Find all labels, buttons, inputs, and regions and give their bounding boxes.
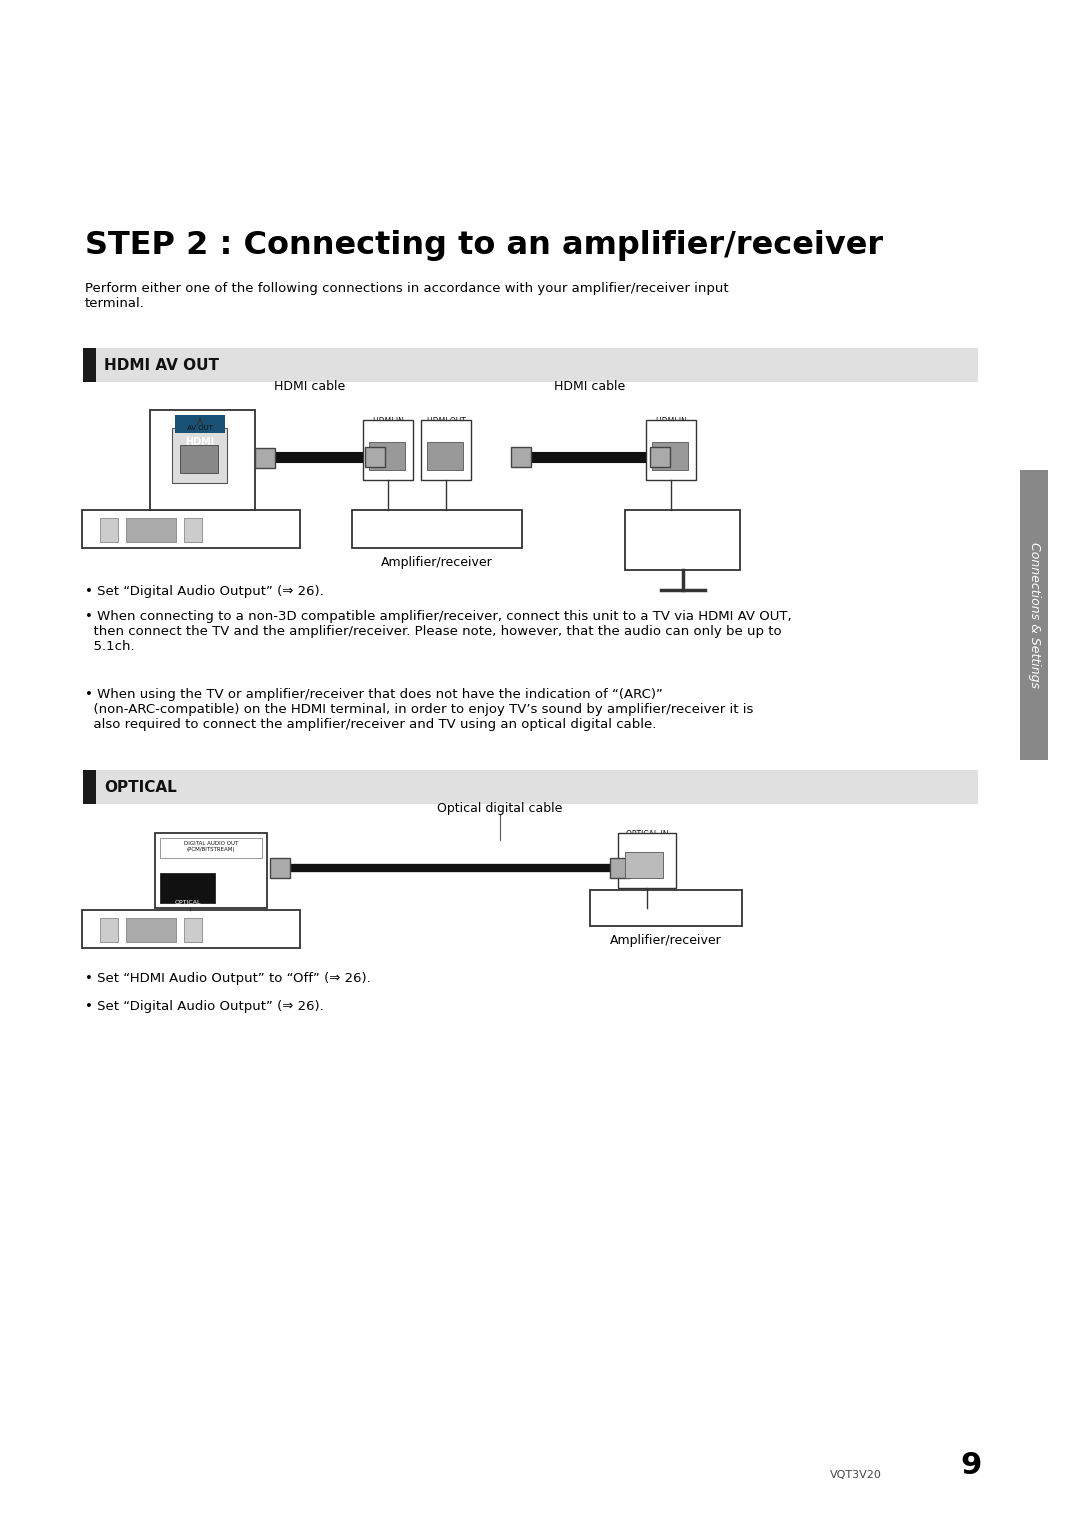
Text: AV OUT: AV OUT [187, 426, 213, 430]
Bar [82, 909, 300, 948]
Text: HDMI OUT
(ARC): HDMI OUT (ARC) [427, 417, 465, 436]
Bar [126, 919, 176, 942]
Bar [83, 348, 96, 382]
Text: HDMI cable: HDMI cable [274, 380, 346, 394]
Bar [363, 420, 413, 481]
Text: STEP 2 : Connecting to an amplifier/receiver: STEP 2 : Connecting to an amplifier/rece… [85, 230, 883, 261]
Text: Amplifier/receiver: Amplifier/receiver [610, 934, 721, 948]
Bar [160, 838, 262, 858]
Bar [172, 427, 227, 484]
Text: OPTICAL IN: OPTICAL IN [625, 830, 669, 839]
Bar [83, 771, 978, 804]
Bar [82, 510, 300, 548]
Bar [156, 833, 267, 908]
Bar [150, 410, 255, 510]
Bar [625, 510, 740, 571]
Bar [652, 443, 688, 470]
Bar [100, 517, 118, 542]
Text: HDMI: HDMI [186, 436, 215, 447]
Bar [270, 858, 291, 877]
Text: HDMI IN: HDMI IN [373, 417, 404, 426]
Bar [365, 447, 384, 467]
Text: • Set “HDMI Audio Output” to “Off” (⇒ 26).: • Set “HDMI Audio Output” to “Off” (⇒ 26… [85, 972, 370, 984]
Bar [184, 517, 202, 542]
Bar [352, 510, 522, 548]
Text: DIGITAL AUDIO OUT
(PCM/BITSTREAM): DIGITAL AUDIO OUT (PCM/BITSTREAM) [184, 841, 238, 852]
Bar [421, 420, 471, 481]
Bar [175, 415, 225, 433]
Text: HDMI cable: HDMI cable [554, 380, 625, 394]
Bar [1020, 470, 1048, 760]
Text: Perform either one of the following connections in accordance with your amplifie: Perform either one of the following conn… [85, 282, 729, 310]
Bar [184, 919, 202, 942]
Bar [83, 348, 978, 382]
Bar [126, 517, 176, 542]
Bar [369, 443, 405, 470]
Text: HDMI AV OUT: HDMI AV OUT [104, 359, 219, 374]
Text: • When connecting to a non-3D compatible amplifier/receiver, connect this unit t: • When connecting to a non-3D compatible… [85, 610, 792, 653]
Text: • Set “Digital Audio Output” (⇒ 26).: • Set “Digital Audio Output” (⇒ 26). [85, 1000, 324, 1013]
Bar [618, 833, 676, 888]
Bar [646, 420, 696, 481]
Bar [255, 449, 275, 468]
Bar [160, 873, 215, 903]
Text: VQT3V20: VQT3V20 [831, 1470, 882, 1480]
Text: OPTICAL: OPTICAL [104, 780, 177, 795]
Bar [427, 443, 463, 470]
Text: • Set “Digital Audio Output” (⇒ 26).: • Set “Digital Audio Output” (⇒ 26). [85, 584, 324, 598]
Text: HDMI IN
(ARC): HDMI IN (ARC) [656, 417, 687, 436]
Bar [610, 858, 630, 877]
Text: 9: 9 [960, 1451, 982, 1480]
Bar [100, 919, 118, 942]
Bar [590, 890, 742, 926]
Bar [83, 771, 96, 804]
Bar [511, 447, 531, 467]
Bar [625, 852, 663, 877]
Text: Amplifier/receiver: Amplifier/receiver [381, 555, 492, 569]
Text: OPTICAL: OPTICAL [175, 900, 201, 905]
Bar [180, 446, 218, 473]
Text: Optical digital cable: Optical digital cable [437, 803, 563, 815]
Bar [650, 447, 670, 467]
Text: • When using the TV or amplifier/receiver that does not have the indication of “: • When using the TV or amplifier/receive… [85, 688, 754, 731]
Text: Connections & Settings: Connections & Settings [1027, 542, 1040, 688]
